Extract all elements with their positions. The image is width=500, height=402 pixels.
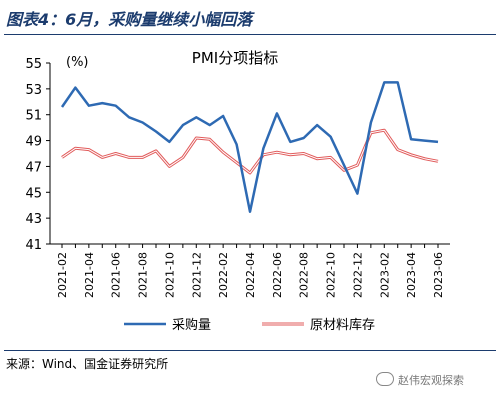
y-tick-label: 45 (25, 186, 42, 201)
y-tick-label: 55 (25, 57, 42, 72)
chart-series (60, 81, 439, 213)
x-tick-label: 2021-10 (163, 252, 176, 298)
chart-axes (49, 63, 450, 245)
x-tick-label: 2021-12 (190, 252, 203, 298)
y-tick-label: 47 (25, 160, 42, 175)
series-line-raw-material-inventory (61, 128, 439, 175)
x-tick-label: 2022-08 (298, 252, 311, 298)
chart-title: PMI分项指标 (192, 49, 278, 67)
x-tick-label: 2022-02 (217, 252, 230, 298)
x-tick-label: 2021-08 (137, 252, 150, 298)
y-axis-ticks: 41 43 45 47 49 51 53 55 (25, 57, 50, 253)
y-axis-unit-label: (%) (66, 55, 89, 70)
x-tick-label: 2023-06 (432, 252, 445, 298)
y-tick-label: 49 (25, 135, 42, 150)
legend-label-raw-material-inventory: 原材料库存 (310, 317, 375, 333)
x-tick-label: 2023-02 (378, 252, 391, 298)
y-tick-label: 51 (25, 109, 42, 124)
x-tick-label: 2021-02 (56, 252, 69, 298)
figure-title: 图表4：6月，采购量继续小幅回落 (6, 10, 253, 29)
series-line-raw-material-inventory-inner (61, 129, 439, 174)
legend-label-purchase-volume: 采购量 (172, 317, 211, 333)
x-tick-label: 2022-06 (271, 252, 284, 298)
footer-divider (4, 350, 496, 351)
y-tick-label: 53 (25, 83, 42, 98)
x-tick-label: 2022-04 (244, 252, 257, 298)
x-axis-ticks: 2021-02 2021-04 2021-06 2021-08 2021-10 2021-… (56, 244, 445, 298)
x-tick-label: 2021-06 (110, 252, 123, 298)
x-tick-label: 2021-04 (83, 252, 96, 298)
watermark-text: 赵伟宏观探索 (398, 374, 464, 387)
x-tick-label: 2022-10 (325, 252, 338, 298)
x-tick-label: 2023-04 (405, 252, 418, 298)
watermark: 赵伟宏观探索 (376, 372, 464, 388)
y-tick-label: 41 (25, 238, 42, 253)
chart-legend: 采购量 原材料库存 (124, 317, 375, 333)
x-tick-label: 2022-12 (351, 252, 364, 298)
title-divider (4, 34, 496, 35)
series-line-purchase-volume (60, 81, 439, 213)
y-tick-label: 43 (25, 212, 42, 227)
source-note: 来源：Wind、国金证券研究所 (6, 357, 169, 371)
wechat-logo-icon (376, 372, 394, 386)
